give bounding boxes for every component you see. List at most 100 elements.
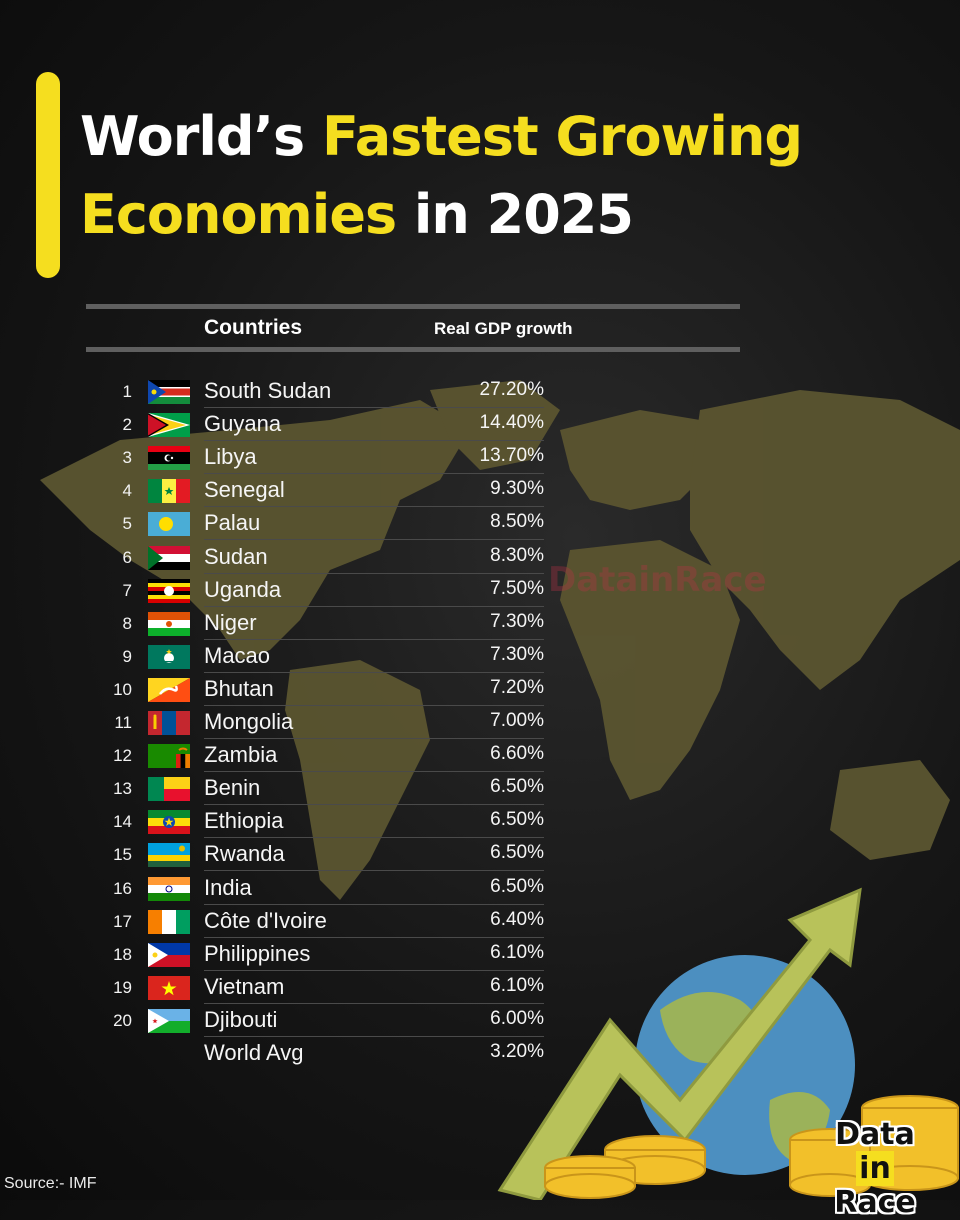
gdp-growth-value: 6.50% — [490, 875, 544, 897]
gdp-growth-value: 6.50% — [490, 842, 544, 864]
country-name: Sudan — [204, 543, 268, 569]
rank-number: 19 — [113, 977, 132, 997]
table-row: 16 India 6.50% — [0, 872, 560, 905]
vietnam-flag-icon — [148, 975, 190, 1000]
row-divider — [204, 473, 544, 475]
source-note: Source:- IMF — [4, 1175, 97, 1192]
row-divider — [204, 936, 544, 938]
rank-number: 14 — [113, 812, 132, 832]
rank-number: 13 — [113, 779, 132, 799]
table-row: 7 Uganda 7.50% — [0, 574, 560, 607]
gdp-growth-value: 6.10% — [490, 941, 544, 963]
table-row: 9 Macao 7.30% — [0, 640, 560, 673]
row-divider — [204, 572, 544, 574]
rank-number: 3 — [122, 448, 132, 468]
country-name: South Sudan — [204, 378, 332, 403]
row-divider — [204, 771, 544, 773]
country-name: Palau — [204, 510, 261, 536]
title-highlight1: Fastest Growing — [322, 105, 803, 168]
table-row: 17 Côte d'Ivoire 6.40% — [0, 905, 560, 938]
mongolia-flag-icon — [148, 711, 190, 735]
table-row: 13 Benin 6.50% — [0, 772, 560, 806]
table-row: 1 South Sudan 27.20% — [0, 375, 560, 408]
rank-number: 5 — [122, 514, 132, 534]
row-divider — [204, 969, 544, 971]
table-row: 20 Djibouti 6.00% — [0, 1004, 560, 1037]
table-row: 10 Bhutan 7.20% — [0, 673, 560, 706]
rank-number: 1 — [122, 382, 132, 401]
gdp-growth-value: 27.20% — [479, 379, 544, 400]
row-divider — [204, 671, 544, 673]
gdp-growth-value: 7.30% — [490, 643, 544, 665]
country-name: Rwanda — [204, 841, 285, 867]
table-row: 19 Vietnam 6.10% — [0, 971, 560, 1004]
table-row: 2 Guyana 14.40% — [0, 408, 560, 442]
rank-number: 17 — [113, 911, 132, 931]
table-row: 15 Rwanda 6.50% — [0, 838, 560, 872]
row-divider — [204, 506, 544, 508]
country-name: Philippines — [204, 940, 311, 966]
world-map-background — [40, 380, 960, 900]
niger-flag-icon — [148, 611, 190, 636]
table-row: 14 Ethiopia 6.50% — [0, 805, 560, 839]
table-row: 6 Sudan 8.30% — [0, 541, 560, 574]
gdp-growth-value: 6.50% — [490, 776, 544, 798]
watermark: DatainRace — [548, 560, 767, 600]
title-accent-bar — [36, 72, 60, 278]
philippines-flag-icon — [148, 942, 190, 967]
rank-number: 4 — [122, 481, 132, 501]
header-gdp-growth: Real GDP growth — [434, 319, 573, 338]
row-divider — [204, 738, 544, 739]
rank-number: 7 — [122, 580, 132, 600]
growth-illustration — [497, 887, 959, 1200]
row-divider — [204, 638, 544, 640]
country-name: Libya — [204, 444, 257, 470]
table-header-rule — [86, 347, 740, 352]
table-row: 3 Libya 13.70% — [0, 441, 560, 475]
row-divider — [204, 407, 544, 408]
benin-flag-icon — [148, 777, 190, 802]
cote-divoire-flag-icon — [148, 909, 190, 934]
logo-word-race: Race — [834, 1185, 916, 1220]
gdp-growth-value: 6.10% — [490, 974, 544, 996]
gdp-growth-value: 8.30% — [490, 544, 544, 566]
country-name: Mongolia — [204, 709, 294, 734]
senegal-flag-icon — [148, 479, 190, 504]
rank-number: 9 — [122, 646, 132, 666]
country-name: Bhutan — [204, 675, 274, 701]
row-divider — [204, 1035, 544, 1037]
rank-number: 20 — [113, 1010, 132, 1030]
gdp-growth-value: 7.30% — [490, 610, 544, 632]
table-row: 12 Zambia 6.60% — [0, 739, 560, 773]
country-name: Djibouti — [204, 1006, 278, 1032]
brand-logo: Data in Race — [820, 1118, 930, 1220]
country-name: World Avg — [204, 1040, 304, 1065]
table-row: 5 Palau 8.50% — [0, 507, 560, 541]
gdp-growth-value: 8.50% — [490, 511, 544, 533]
guyana-flag-icon — [148, 413, 190, 438]
djibouti-flag-icon — [148, 1008, 190, 1033]
table-row: 18 Philippines 6.10% — [0, 938, 560, 971]
logo-word-data: Data — [835, 1117, 915, 1152]
row-divider — [204, 870, 544, 872]
gdp-growth-value: 6.60% — [490, 743, 544, 765]
rank-number: 8 — [122, 613, 132, 633]
rank-number: 15 — [113, 845, 132, 865]
row-divider — [204, 837, 544, 839]
country-name: Uganda — [204, 576, 282, 602]
gdp-growth-value: 6.40% — [490, 908, 544, 930]
gdp-growth-value: 6.50% — [490, 809, 544, 831]
page-title: World’s Fastest Growing Economies in 2025 — [80, 98, 803, 254]
country-name: Macao — [204, 642, 271, 668]
gdp-growth-value: 3.20% — [490, 1041, 544, 1062]
country-name: Senegal — [204, 477, 285, 503]
row-divider — [204, 903, 544, 905]
country-name: Niger — [204, 609, 257, 635]
table-row: World Avg 3.20% — [0, 1037, 560, 1070]
rank-number: 2 — [122, 415, 132, 435]
table-row: 4 Senegal 9.30% — [0, 474, 560, 508]
table-row: 8 Niger 7.30% — [0, 607, 560, 640]
sudan-flag-icon — [148, 545, 190, 570]
header-countries: Countries — [204, 316, 303, 339]
country-name: Ethiopia — [204, 808, 284, 834]
